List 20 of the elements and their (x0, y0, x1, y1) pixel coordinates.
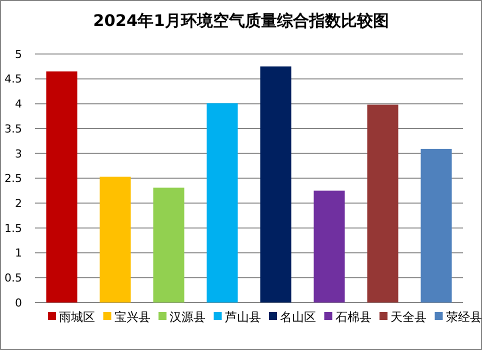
legend-label: 荥经县 (446, 310, 482, 324)
y-tick-label: 3.5 (4, 122, 22, 136)
legend-label: 宝兴县 (114, 310, 150, 324)
legend-label: 雨城区 (59, 310, 95, 324)
legend-label: 名山区 (280, 310, 316, 324)
y-tick-label: 2.5 (4, 172, 22, 186)
legend-label: 天全县 (390, 310, 426, 324)
y-tick-label: 5 (15, 48, 22, 61)
y-tick-label: 0 (15, 296, 22, 310)
y-tick-label: 0.5 (4, 272, 22, 284)
y-tick-label: 3 (15, 147, 22, 160)
y-tick-label: 4.5 (4, 72, 22, 86)
chart-title: 2024年1月环境空气质量综合指数比较图 (93, 11, 389, 30)
y-tick-label: 4 (15, 98, 22, 111)
legend-label: 石棉县 (335, 310, 372, 324)
y-tick-label: 2 (15, 196, 22, 210)
y-tick-label: 1 (15, 246, 22, 260)
y-tick-label: 1.5 (4, 222, 22, 235)
legend-label: 汉源县 (170, 310, 206, 324)
legend-label: 芦山县 (224, 310, 261, 324)
